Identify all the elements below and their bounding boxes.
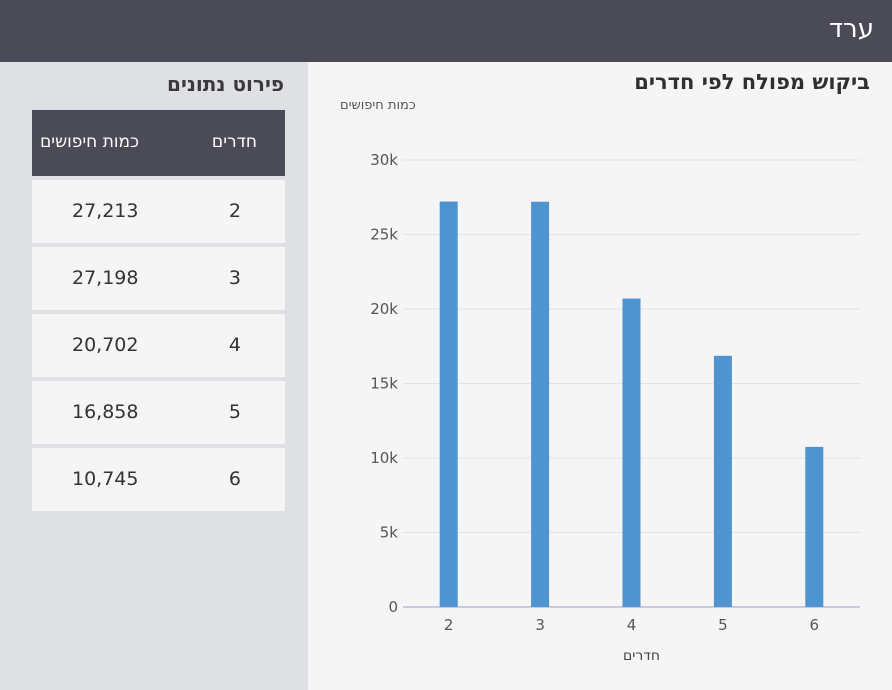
- cell-quantity: 10,745: [72, 468, 139, 490]
- y-tick-label: 15k: [370, 375, 398, 393]
- table-row: 6 10,745: [32, 448, 285, 511]
- cell-quantity: 27,213: [72, 200, 139, 222]
- panel-title: פירוט נתונים: [167, 72, 284, 96]
- cell-rooms: 3: [228, 267, 241, 289]
- cell-rooms: 6: [228, 468, 241, 490]
- bar: [531, 201, 550, 607]
- x-tick-label: 6: [810, 616, 820, 634]
- x-axis-label: חדרים: [623, 648, 660, 664]
- x-tick-label: 3: [535, 616, 545, 634]
- top-bar: ערד: [0, 0, 892, 62]
- table-row: 2 27,213: [32, 180, 285, 243]
- table-row: 5 16,858: [32, 381, 285, 444]
- x-tick-label: 5: [718, 616, 728, 634]
- cell-rooms: 4: [228, 334, 241, 356]
- data-table: חדרים כמות חיפושים 2 27,213 3 27,198 4 2…: [32, 110, 285, 511]
- cell-quantity: 20,702: [72, 334, 139, 356]
- bar: [805, 446, 824, 607]
- cell-quantity: 16,858: [72, 401, 139, 423]
- data-details-panel: פירוט נתונים חדרים כמות חיפושים 2 27,213…: [0, 62, 308, 690]
- table-header: חדרים כמות חיפושים: [32, 110, 285, 176]
- y-axis-label: כמות חיפושים: [340, 98, 416, 113]
- table-row: 4 20,702: [32, 314, 285, 377]
- header-rooms: חדרים: [211, 132, 257, 152]
- y-tick-label: 5k: [380, 524, 399, 542]
- bar: [713, 355, 732, 607]
- header-quantity: כמות חיפושים: [40, 132, 140, 152]
- y-tick-label: 20k: [370, 300, 398, 318]
- x-tick-label: 4: [627, 616, 637, 634]
- y-tick-label: 10k: [370, 449, 398, 467]
- chart-panel: ביקוש מפולח לפי חדרים כמות חיפושים 0 5k 10k…: [308, 62, 892, 690]
- x-tick-label: 2: [444, 616, 454, 634]
- bar: [622, 298, 641, 607]
- chart-title: ביקוש מפולח לפי חדרים: [634, 70, 870, 94]
- cell-rooms: 5: [228, 401, 241, 423]
- table-row: 3 27,198: [32, 247, 285, 310]
- y-tick-label: 30k: [370, 151, 398, 169]
- bar-chart: כמות חיפושים 0 5k 10k 15k 20k 25k 30k 2 3 4 5 6 חדרים: [340, 98, 860, 664]
- city-title: ערד: [828, 14, 874, 44]
- cell-rooms: 2: [228, 200, 241, 222]
- cell-quantity: 27,198: [72, 267, 139, 289]
- bar: [439, 201, 458, 607]
- y-tick-label: 0: [388, 598, 398, 616]
- y-tick-label: 25k: [370, 226, 398, 244]
